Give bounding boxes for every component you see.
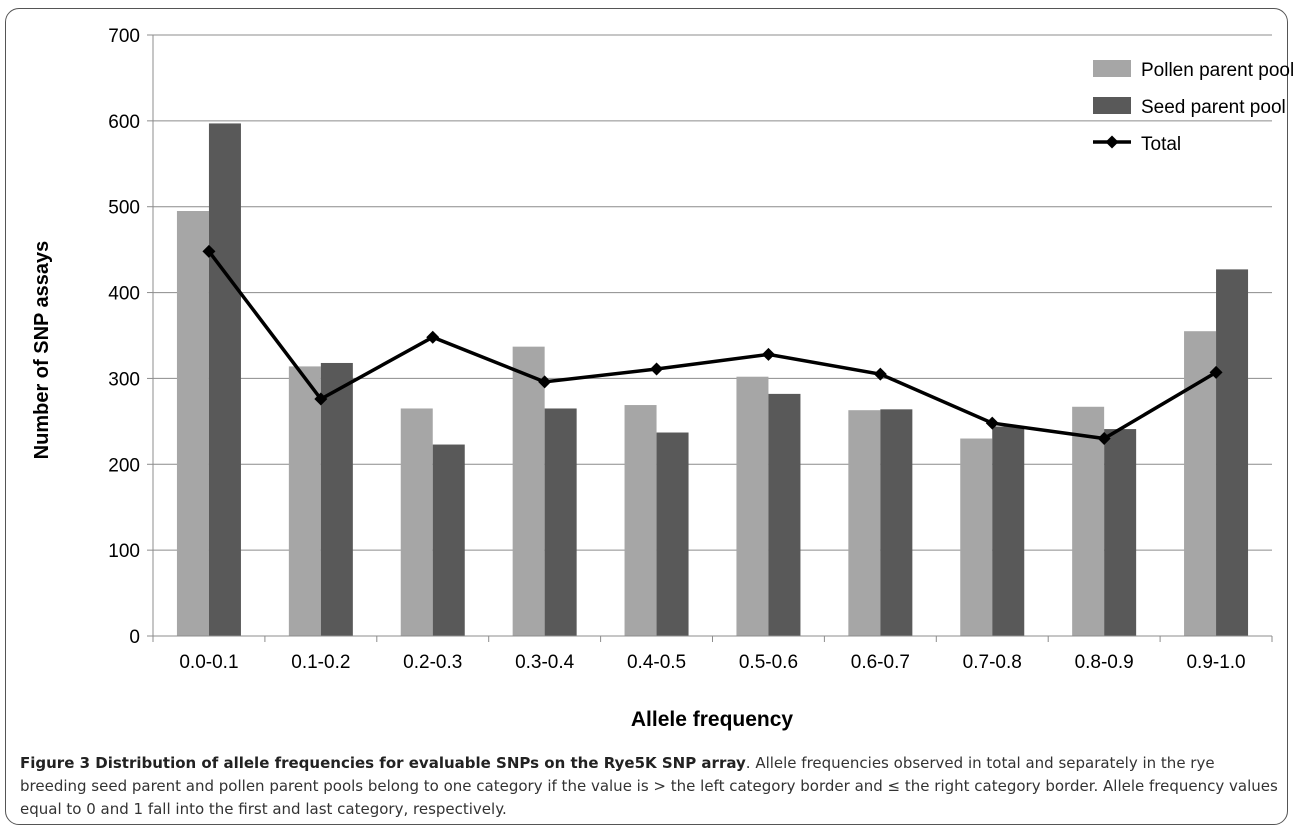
bar-seed-parent-pool [208, 123, 241, 636]
axes [152, 35, 1272, 637]
bar-seed-parent-pool [768, 393, 801, 636]
bar-seed-parent-pool [992, 426, 1025, 636]
y-tick-label: 600 [108, 112, 140, 133]
x-axis-ticks: 0.0-0.1 0.1-0.2 0.2-0.3 0.3-0.4 0.4-0.5 0.5-0… [152, 636, 1273, 673]
x-tick-label: 0.9-1.0 [1186, 652, 1245, 673]
bar-pollen-parent-pool [512, 346, 545, 636]
bar-pollen-parent-pool [624, 405, 657, 636]
x-tick-label: 0.8-0.9 [1075, 652, 1134, 673]
total-series-line [207, 250, 1217, 441]
total-point-marker [1209, 365, 1223, 379]
bar-chart: 0 100 200 300 400 500 600 700 0.0-0.1 0.1-0.2 0.2… [31, 26, 1293, 731]
legend-label: Total [1141, 134, 1181, 155]
bar-seed-parent-pool [432, 444, 465, 636]
figure-frame [5, 8, 1288, 825]
bar-pollen-parent-pool [400, 408, 433, 636]
legend: Pollen parent pool Seed parent pool Total [1093, 60, 1293, 155]
total-line [202, 244, 1223, 446]
total-point-marker [1097, 432, 1111, 446]
x-tick-label: 0.1-0.2 [291, 652, 350, 673]
bar-seed-parent-pool [320, 362, 353, 636]
total-point-marker [538, 375, 552, 389]
legend-swatch [1093, 60, 1131, 77]
total-point-marker [650, 362, 664, 376]
bar-seed-parent-pool [656, 432, 689, 636]
caption-title: Figure 3 Distribution of allele frequenc… [20, 754, 746, 772]
figure-caption: Figure 3 Distribution of allele frequenc… [20, 752, 1282, 821]
x-tick-label: 0.6-0.7 [851, 652, 910, 673]
total-point-marker [873, 367, 887, 381]
total-point-marker [985, 416, 999, 430]
y-tick-label: 200 [108, 455, 140, 476]
total-point-marker [314, 392, 328, 406]
bar-seed-parent-pool [1216, 269, 1249, 636]
bar-pollen-parent-pool [1072, 406, 1105, 636]
bars [176, 123, 1249, 636]
x-tick-label: 0.5-0.6 [739, 652, 798, 673]
x-tick-label: 0.2-0.3 [403, 652, 462, 673]
bar-pollen-parent-pool [960, 438, 993, 636]
total-point-marker [426, 330, 440, 344]
bar-seed-parent-pool [880, 409, 913, 636]
total-point-marker [761, 347, 775, 361]
y-tick-label: 400 [108, 284, 140, 305]
y-tick-label: 700 [108, 26, 140, 47]
total-point-marker [202, 244, 216, 258]
x-axis-label: Allele frequency [631, 708, 794, 731]
legend-marker [1105, 135, 1119, 149]
y-tick-label: 100 [108, 541, 140, 562]
bar-pollen-parent-pool [288, 366, 321, 636]
x-tick-label: 0.0-0.1 [179, 652, 238, 673]
x-tick-label: 0.7-0.8 [963, 652, 1022, 673]
y-tick-label: 500 [108, 198, 140, 219]
legend-swatch [1093, 97, 1131, 114]
bar-pollen-parent-pool [176, 211, 209, 636]
y-axis-ticks: 0 100 200 300 400 500 600 700 [108, 26, 153, 648]
bar-seed-parent-pool [1104, 429, 1137, 636]
bar-seed-parent-pool [544, 408, 577, 636]
legend-label: Seed parent pool [1141, 97, 1286, 118]
caption-text: . Allele frequencies observed in total a… [20, 754, 1278, 818]
y-axis-label: Number of SNP assays [31, 241, 53, 460]
bar-pollen-parent-pool [736, 376, 769, 636]
bar-pollen-parent-pool [848, 410, 881, 636]
y-tick-label: 0 [129, 627, 140, 648]
legend-label: Pollen parent pool [1141, 60, 1293, 81]
x-tick-label: 0.3-0.4 [515, 652, 575, 673]
y-tick-label: 300 [108, 369, 140, 390]
x-tick-label: 0.4-0.5 [627, 652, 686, 673]
